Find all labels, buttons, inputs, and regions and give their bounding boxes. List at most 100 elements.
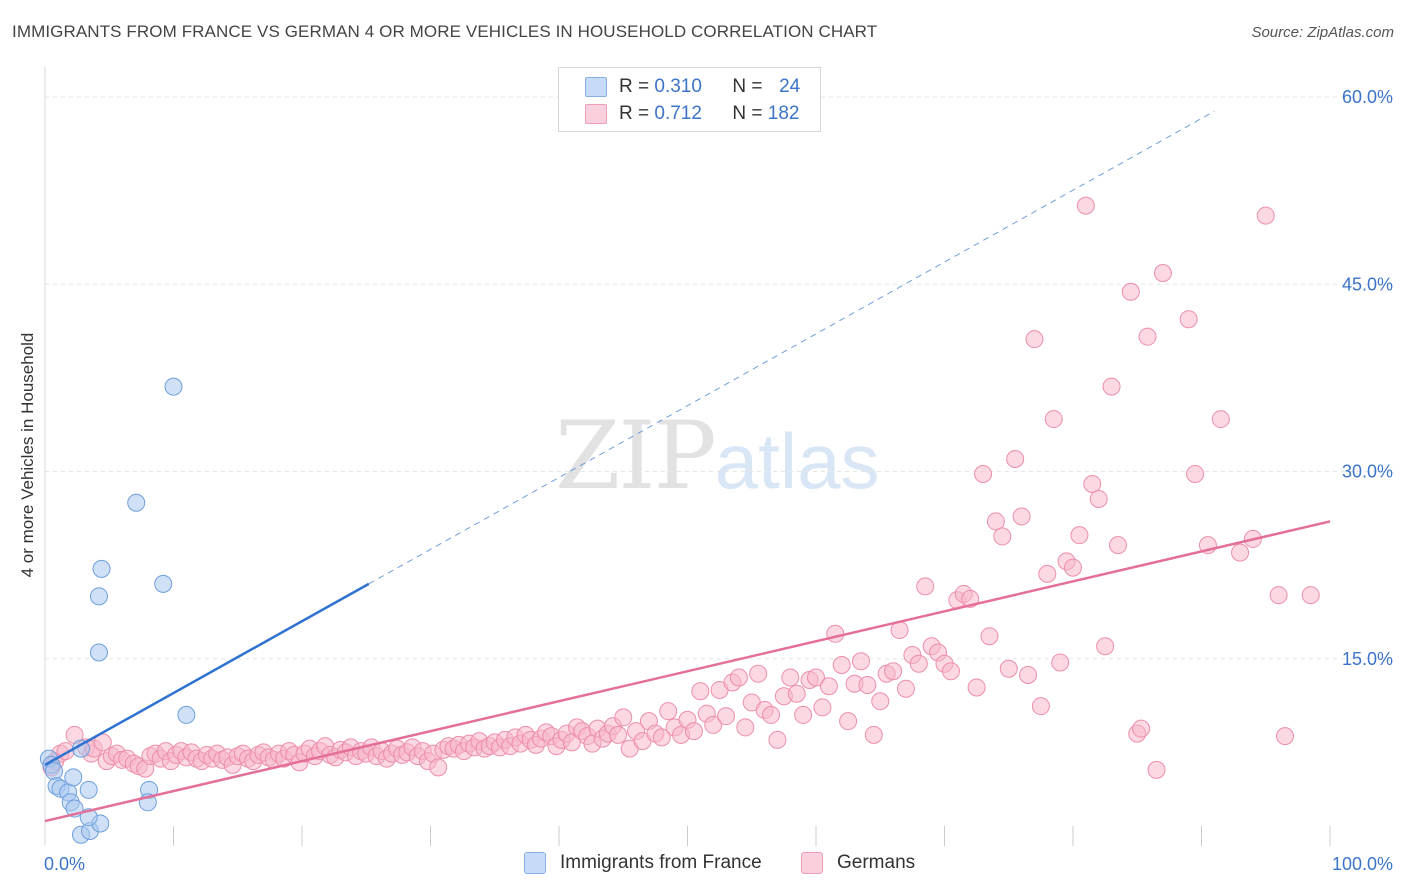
- germans-point: [762, 705, 781, 724]
- germans-point: [1070, 526, 1089, 545]
- germans-point: [807, 668, 825, 687]
- legend-r-value: 0.310: [654, 76, 702, 97]
- x-tick-label: 100.0%: [1332, 854, 1393, 874]
- germans-point: [1121, 282, 1140, 301]
- germans-point: [1006, 450, 1025, 469]
- germans-point: [909, 654, 928, 673]
- germans-point: [1051, 653, 1070, 672]
- germans-point: [1301, 586, 1320, 605]
- germans-point: [1019, 665, 1038, 684]
- legend-n-label: N =: [732, 103, 763, 124]
- germans-point: [1269, 586, 1288, 605]
- legend-n-value: 24: [779, 76, 801, 97]
- germans-point: [999, 659, 1018, 678]
- germans-point: [967, 678, 986, 697]
- germans-point: [794, 705, 813, 724]
- germans-point: [851, 652, 870, 671]
- france-point: [89, 643, 108, 662]
- germans-point: [993, 527, 1012, 546]
- france-point: [127, 493, 146, 512]
- germans-point: [768, 730, 787, 749]
- chart-title: IMMIGRANTS FROM FRANCE VS GERMAN 4 OR MO…: [12, 22, 878, 41]
- germans-point: [1138, 327, 1157, 346]
- germans-trend-line: [44, 520, 1331, 823]
- germans-point: [652, 728, 671, 747]
- germans-point: [1031, 697, 1050, 716]
- y-tick-label: 15.0%: [1342, 649, 1393, 669]
- legend-r-label: R =: [619, 76, 650, 97]
- germans-point: [1038, 564, 1057, 583]
- france-point: [92, 559, 111, 578]
- germans-point: [614, 708, 633, 727]
- germans-point: [1276, 727, 1295, 746]
- germans-point: [704, 715, 723, 734]
- germans-point: [1153, 264, 1172, 283]
- germans-point: [974, 464, 993, 483]
- france-trend-line: [44, 582, 370, 766]
- germans-point: [1132, 719, 1151, 738]
- germans-point: [781, 668, 800, 687]
- germans-point: [1083, 474, 1102, 493]
- legend-row-germans: R = 0.712 N = 182: [585, 101, 799, 127]
- france-point: [44, 762, 63, 781]
- germans-point: [429, 758, 448, 777]
- france-point: [79, 780, 98, 799]
- germans-point: [1044, 410, 1063, 429]
- germans-point: [787, 684, 806, 703]
- germans-point: [819, 677, 838, 696]
- france-point: [164, 377, 183, 396]
- germans-point: [1102, 377, 1121, 396]
- legend-row-france: R = 0.310 N = 24: [585, 74, 800, 100]
- germans-point: [941, 662, 960, 681]
- germans-point: [1231, 543, 1250, 562]
- legend-swatch-france: [524, 852, 546, 874]
- france-point: [177, 705, 196, 724]
- watermark: ZIPatlas: [555, 402, 879, 511]
- germans-point: [1025, 330, 1044, 349]
- germans-point: [871, 692, 890, 711]
- germans-point: [609, 725, 628, 744]
- watermark-zip: ZIP: [555, 402, 717, 511]
- legend-swatch-france: [585, 77, 607, 97]
- y-tick-label: 30.0%: [1342, 462, 1393, 482]
- legend-swatch-germans: [801, 852, 823, 874]
- germans-point: [736, 718, 755, 737]
- germans-point: [884, 662, 903, 681]
- germans-point: [813, 698, 832, 717]
- germans-point: [1179, 310, 1198, 329]
- germans-point: [832, 655, 851, 674]
- germans-point: [1064, 558, 1082, 577]
- legend-label-france: Immigrants from France: [560, 852, 762, 873]
- germans-point: [864, 725, 883, 744]
- germans-point: [1108, 536, 1127, 555]
- legend-swatch-germans: [585, 104, 607, 124]
- y-axis-title: 4 or more Vehicles in Household: [18, 332, 37, 578]
- y-tick-label: 45.0%: [1342, 274, 1393, 294]
- germans-point: [691, 682, 710, 701]
- germans-point: [1096, 637, 1115, 656]
- legend-r-value: 0.712: [654, 103, 702, 124]
- series-legend: Immigrants from France Germans: [0, 852, 1406, 878]
- france-point: [64, 768, 83, 787]
- germans-point: [729, 668, 748, 687]
- legend-n-value: 182: [767, 103, 800, 124]
- germans-point: [986, 512, 1005, 531]
- x-tick-label: 0.0%: [44, 854, 85, 874]
- germans-point: [1186, 464, 1205, 483]
- germans-point: [1089, 489, 1108, 508]
- germans-point: [826, 624, 845, 643]
- germans-point: [1012, 507, 1031, 526]
- germans-point: [916, 577, 935, 596]
- legend-item-germans[interactable]: Germans: [801, 852, 915, 874]
- germans-point: [896, 679, 915, 698]
- germans-point: [717, 707, 736, 726]
- germans-point: [684, 722, 703, 741]
- legend-n-label: N =: [732, 76, 763, 97]
- legend-item-france[interactable]: Immigrants from France: [524, 852, 762, 874]
- watermark-atlas: atlas: [714, 417, 880, 505]
- legend-r-label: R =: [619, 103, 650, 124]
- germans-point: [858, 675, 877, 694]
- germans-point: [659, 702, 678, 721]
- y-tick-label: 60.0%: [1342, 87, 1393, 107]
